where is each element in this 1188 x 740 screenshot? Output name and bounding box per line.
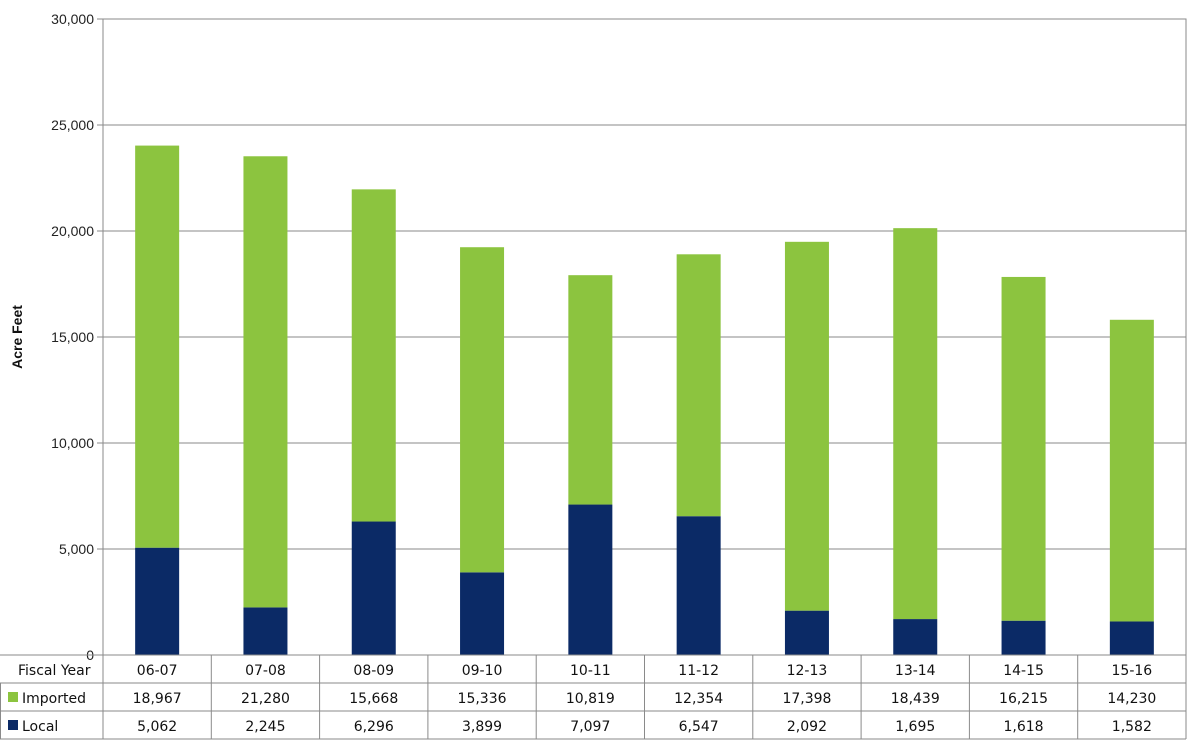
x-tick-label: 07-08 <box>245 663 286 679</box>
data-label-local: 2,245 <box>245 719 285 735</box>
data-label-local: 1,695 <box>895 719 935 735</box>
x-axis-title: Fiscal Year <box>18 663 91 679</box>
x-tick-label: 14-15 <box>1003 663 1044 679</box>
data-label-local: 3,899 <box>462 719 502 735</box>
x-tick-label: 09-10 <box>462 663 503 679</box>
bar-local-15-16 <box>1109 621 1154 655</box>
x-tick-label: 10-11 <box>570 663 611 679</box>
y-axis-title: Acre Feet <box>9 305 25 369</box>
bar-imported-15-16 <box>1109 319 1154 622</box>
data-label-local: 1,582 <box>1112 719 1152 735</box>
x-tick-label: 13-14 <box>895 663 936 679</box>
data-label-imported: 18,439 <box>891 691 940 707</box>
bar-local-07-08 <box>243 607 288 655</box>
y-tick-label: 15,000 <box>51 329 94 345</box>
data-label-imported: 10,819 <box>566 691 615 707</box>
legend-key-local <box>8 720 18 730</box>
data-label-local: 6,547 <box>679 719 719 735</box>
bar-local-08-09 <box>351 521 396 655</box>
legend-key-imported <box>8 692 18 702</box>
data-label-local: 5,062 <box>137 719 177 735</box>
data-label-local: 6,296 <box>354 719 394 735</box>
bar-local-11-12 <box>676 516 721 655</box>
data-label-imported: 14,230 <box>1107 691 1156 707</box>
bar-local-10-11 <box>568 504 613 655</box>
bar-local-06-07 <box>135 547 180 655</box>
bar-local-14-15 <box>1001 620 1046 655</box>
legend-label-imported: Imported <box>22 691 86 707</box>
data-label-imported: 21,280 <box>241 691 290 707</box>
data-label-imported: 12,354 <box>674 691 723 707</box>
bar-imported-09-10 <box>460 247 505 573</box>
y-tick-label: 20,000 <box>51 223 94 239</box>
data-label-imported: 18,967 <box>133 691 182 707</box>
bar-imported-06-07 <box>135 145 180 548</box>
bar-imported-07-08 <box>243 156 288 608</box>
bar-imported-12-13 <box>784 241 829 611</box>
data-label-imported: 15,336 <box>458 691 507 707</box>
bar-local-12-13 <box>784 610 829 655</box>
x-tick-label: 06-07 <box>137 663 178 679</box>
bar-local-09-10 <box>460 572 505 655</box>
bar-imported-08-09 <box>351 189 396 522</box>
data-label-local: 1,618 <box>1004 719 1044 735</box>
x-tick-label: 08-09 <box>353 663 394 679</box>
y-tick-label: 30,000 <box>51 11 94 27</box>
x-tick-label: 11-12 <box>678 663 719 679</box>
data-label-local: 2,092 <box>787 719 827 735</box>
bar-imported-11-12 <box>676 254 721 517</box>
bar-imported-14-15 <box>1001 276 1046 621</box>
data-label-local: 7,097 <box>570 719 610 735</box>
bar-local-13-14 <box>893 619 938 655</box>
x-tick-label: 15-16 <box>1112 663 1153 679</box>
y-tick-label: 10,000 <box>51 435 94 451</box>
legend-label-local: Local <box>22 719 58 735</box>
bar-imported-10-11 <box>568 275 613 505</box>
y-tick-label: 25,000 <box>51 117 94 133</box>
data-label-imported: 15,668 <box>349 691 398 707</box>
bar-imported-13-14 <box>893 228 938 620</box>
data-label-imported: 16,215 <box>999 691 1048 707</box>
y-tick-label: 5,000 <box>59 541 94 557</box>
x-tick-label: 12-13 <box>787 663 828 679</box>
data-label-imported: 17,398 <box>782 691 831 707</box>
